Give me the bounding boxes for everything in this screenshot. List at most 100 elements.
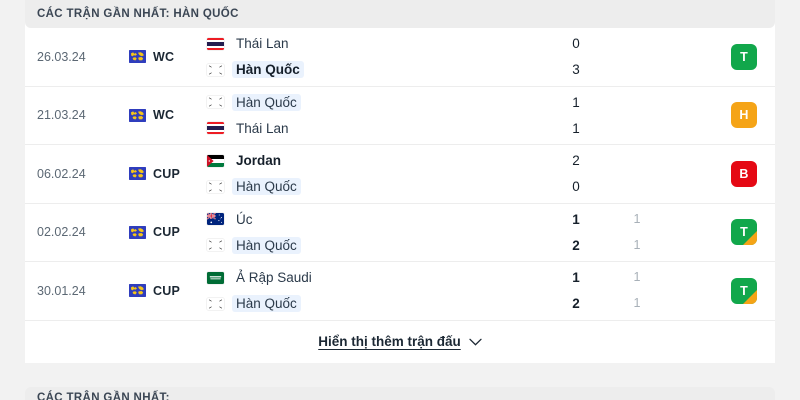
status-badge-label: T <box>740 283 748 298</box>
saudi-arabia-flag <box>207 271 224 284</box>
status-badge-label: T <box>740 49 748 64</box>
away-halftime-score <box>607 61 667 78</box>
world-globe-icon <box>129 284 146 298</box>
status-badge[interactable]: T <box>731 43 757 70</box>
home-halftime-score <box>607 94 667 111</box>
away-team-name: Thái Lan <box>236 120 289 136</box>
home-team-name: Hàn Quốc <box>232 93 301 111</box>
away-team[interactable]: Hàn Quốc <box>207 61 507 79</box>
competition-cell[interactable]: CUP <box>129 225 207 239</box>
table-row[interactable]: 30.01.24 CUP Ả Rập Saudi Hàn Quốc 1 2 1 1 T <box>25 262 775 321</box>
status-badge[interactable]: H <box>731 102 757 129</box>
away-score: 1 <box>572 120 580 136</box>
page-title: Các trận gần nhất: Hàn Quốc <box>37 8 239 20</box>
home-halftime-score: 1 <box>633 211 641 226</box>
card-footer: Hiển thị thêm trận đấu <box>25 320 775 363</box>
competition-cell[interactable]: CUP <box>129 284 207 298</box>
competition-label: WC <box>153 108 175 123</box>
away-score: 2 <box>572 296 580 312</box>
home-team-name: Úc <box>236 211 253 227</box>
result-cell: T <box>667 277 775 304</box>
home-team[interactable]: Thái Lan <box>207 35 507 52</box>
away-team-name: Hàn Quốc <box>232 61 304 79</box>
competition-cell[interactable]: WC <box>129 50 207 64</box>
home-halftime-score <box>607 152 667 169</box>
home-team-name: Thái Lan <box>236 36 289 52</box>
away-score: 2 <box>572 237 580 253</box>
thailand-flag <box>207 37 224 50</box>
halftime-score-cell <box>607 152 667 195</box>
match-list: 26.03.24 WC Thái Lan Hàn Quốc 0 3 T 21.03.24 WC H… <box>25 28 775 321</box>
world-globe-icon <box>129 50 146 64</box>
away-team-name: Hàn Quốc <box>232 295 301 313</box>
next-section-header: Các trận gần nhất: <box>25 387 775 400</box>
teams-cell: Thái Lan Hàn Quốc <box>207 35 507 79</box>
recent-matches-card: Các trận gần nhất: Hàn Quốc 26.03.24 WC Th… <box>25 0 775 363</box>
match-date: 30.01.24 <box>37 283 86 298</box>
status-badge[interactable]: T <box>731 219 757 246</box>
home-team[interactable]: Ả Rập Saudi <box>207 269 507 286</box>
halftime-score-cell <box>607 94 667 137</box>
away-halftime-score <box>607 120 667 137</box>
competition-label: CUP <box>153 225 180 240</box>
teams-cell: Ả Rập Saudi Hàn Quốc <box>207 269 507 313</box>
table-row[interactable]: 26.03.24 WC Thái Lan Hàn Quốc 0 3 T <box>25 28 775 87</box>
world-globe-icon <box>129 108 146 122</box>
away-team[interactable]: Hàn Quốc <box>207 295 507 313</box>
home-score: 0 <box>572 36 580 52</box>
jordan-flag <box>207 154 224 167</box>
table-row[interactable]: 06.02.24 CUP Jordan Hàn Quốc 2 0 B <box>25 145 775 204</box>
teams-cell: Jordan Hàn Quốc <box>207 152 507 196</box>
table-row[interactable]: 02.02.24 CUP Úc Hàn Quốc 1 2 1 1 T <box>25 203 775 262</box>
home-team[interactable]: Jordan <box>207 152 507 169</box>
show-more-matches-button[interactable]: Hiển thị thêm trận đấu <box>318 334 482 349</box>
result-cell: T <box>667 43 775 70</box>
match-date: 21.03.24 <box>37 108 86 123</box>
home-score: 1 <box>572 94 580 110</box>
away-team[interactable]: Hàn Quốc <box>207 178 507 196</box>
away-score: 0 <box>572 179 580 195</box>
match-date: 06.02.24 <box>37 166 86 181</box>
away-team-name: Hàn Quốc <box>232 178 301 196</box>
world-globe-icon <box>129 167 146 181</box>
home-team-name: Jordan <box>236 153 282 169</box>
status-badge[interactable]: T <box>731 277 757 304</box>
result-cell: H <box>667 102 775 129</box>
south-korea-flag <box>207 96 224 109</box>
card-header: Các trận gần nhất: Hàn Quốc <box>25 0 775 28</box>
chevron-down-icon <box>469 338 482 346</box>
home-score: 1 <box>572 211 580 227</box>
home-team[interactable]: Hàn Quốc <box>207 93 507 111</box>
status-badge-label: B <box>739 166 749 181</box>
status-badge[interactable]: B <box>731 160 757 187</box>
home-score: 1 <box>572 270 580 286</box>
away-halftime-score <box>607 178 667 195</box>
home-score: 2 <box>572 153 580 169</box>
competition-label: CUP <box>153 283 180 298</box>
world-globe-icon <box>129 225 146 239</box>
competition-cell[interactable]: CUP <box>129 167 207 181</box>
status-badge-label: T <box>740 225 748 240</box>
away-score: 3 <box>572 62 580 78</box>
home-team[interactable]: Úc <box>207 211 507 228</box>
away-halftime-score: 1 <box>633 296 641 311</box>
table-row[interactable]: 21.03.24 WC Hàn Quốc Thái Lan 1 1 H <box>25 86 775 145</box>
competition-label: WC <box>153 49 175 64</box>
away-team[interactable]: Thái Lan <box>207 120 507 137</box>
home-halftime-score: 1 <box>633 270 641 285</box>
show-more-label: Hiển thị thêm trận đấu <box>318 334 461 349</box>
teams-cell: Úc Hàn Quốc <box>207 211 507 254</box>
south-korea-flag <box>207 297 224 310</box>
away-team-name: Hàn Quốc <box>232 236 301 254</box>
halftime-score-cell <box>607 35 667 78</box>
away-team[interactable]: Hàn Quốc <box>207 236 507 254</box>
teams-cell: Hàn Quốc Thái Lan <box>207 93 507 137</box>
competition-cell[interactable]: WC <box>129 108 207 122</box>
